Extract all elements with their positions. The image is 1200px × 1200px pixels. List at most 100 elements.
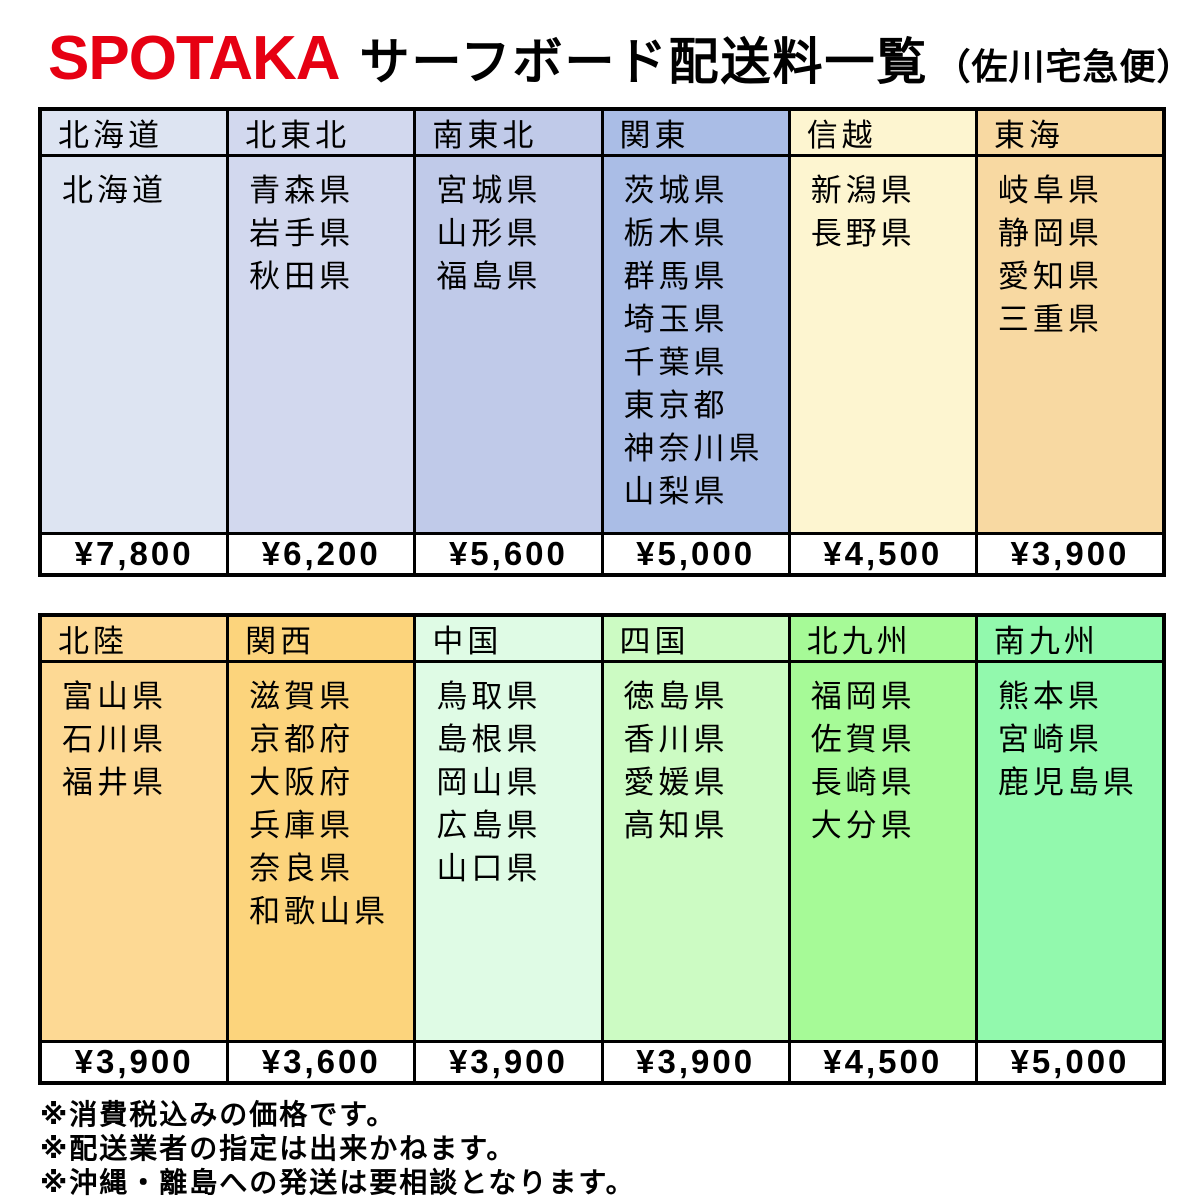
prefecture-list: 鳥取県島根県岡山県広島県山口県 <box>416 663 601 1040</box>
region-header: 中国 <box>416 617 601 663</box>
region-header: 北東北 <box>229 111 414 157</box>
prefecture-item: 愛知県 <box>997 259 1103 294</box>
region-table-east-japan: 北海道 北海道 ¥7,800 北東北 青森県 岩手県 秋田県 ¥6,200 南東北 宮城県 山形県福… <box>38 107 1166 577</box>
prefecture-item: 山形県 <box>436 216 542 251</box>
price-cell: ¥4,500 <box>790 532 975 573</box>
prefecture-list: 新潟県 長野県 <box>790 157 975 532</box>
prefecture-item: 鳥取県 <box>436 679 542 714</box>
prefecture-item: 佐賀県 <box>810 722 916 757</box>
prefecture-item: 徳島県 <box>623 679 729 714</box>
region-column: 南東北 宮城県 山形県 福島県 ¥5,600 <box>413 111 601 573</box>
region-header: 北九州 <box>790 617 975 663</box>
price-cell: ¥7,800 <box>42 532 227 573</box>
prefecture-item: 茨城県 <box>623 173 729 208</box>
region-column: 南九州 熊本県 宮崎県 鹿児島県 ¥5,000 <box>974 617 1163 1081</box>
region-column: 北東北 青森県 岩手県 秋田県 ¥6,200 <box>226 111 414 573</box>
prefecture-item: 熊本県 <box>997 679 1103 714</box>
prefecture-item: 島根県 <box>436 722 542 757</box>
prefecture-list: 富山県 石川県 福井県 <box>42 663 227 1040</box>
prefecture-item: 和歌山県 <box>249 894 390 929</box>
prefecture-item: 栃木県 <box>623 216 729 251</box>
prefecture-list: 青森県 岩手県 秋田県 <box>229 157 414 532</box>
price-cell: ¥4,500 <box>790 1040 975 1081</box>
title-text: サーフボード配送料一覧 <box>359 34 929 90</box>
prefecture-item: 福岡県 <box>810 679 916 714</box>
prefecture-list: 岐阜県静岡県愛知県三重県 <box>977 157 1163 532</box>
price-cell: ¥3,900 <box>416 1040 601 1081</box>
price-cell: ¥3,900 <box>603 1040 788 1081</box>
price-cell: ¥5,600 <box>416 532 601 573</box>
prefecture-item: 富山県 <box>62 679 167 714</box>
prefecture-list: 徳島県香川県愛媛県高知県 <box>603 663 788 1040</box>
spotaka-logo: SPOTAKA <box>48 24 341 93</box>
prefecture-item: 高知県 <box>623 808 729 843</box>
prefecture-item: 福井県 <box>62 765 167 800</box>
prefecture-item: 鹿児島県 <box>997 765 1138 800</box>
region-header: 関西 <box>229 617 414 663</box>
prefecture-item: 北海道 <box>62 173 167 208</box>
prefecture-item: 石川県 <box>62 722 167 757</box>
prefecture-item: 長野県 <box>810 216 916 251</box>
note-line: ※沖縄・離島への発送は要相談となります。 <box>40 1167 636 1198</box>
prefecture-item: 群馬県 <box>623 259 729 294</box>
note-line: ※消費税込みの価格です。 <box>40 1099 397 1130</box>
prefecture-item: 福島県 <box>436 259 542 294</box>
region-header: 関東 <box>603 111 788 157</box>
prefecture-item: 岡山県 <box>436 765 542 800</box>
prefecture-item: 青森県 <box>249 173 355 208</box>
footnotes: ※消費税込みの価格です。 ※配送業者の指定は出来かねます。 ※沖縄・離島への発送… <box>40 1098 636 1200</box>
prefecture-list: 北海道 <box>42 157 227 532</box>
price-cell: ¥6,200 <box>229 532 414 573</box>
prefecture-item: 大分県 <box>810 808 916 843</box>
price-cell: ¥3,900 <box>977 532 1163 573</box>
region-header: 信越 <box>790 111 975 157</box>
prefecture-item: 奈良県 <box>249 851 355 886</box>
region-column: 東海 岐阜県 静岡県 愛知県 三重県 ¥3,900 <box>974 111 1163 573</box>
region-column: 中国 鳥取県 島根県 岡山県 広島県 山口県 ¥3,900 <box>413 617 601 1081</box>
prefecture-list: 熊本県宮崎県鹿児島県 <box>977 663 1163 1040</box>
prefecture-list: 宮城県 山形県 福島県 <box>416 157 601 532</box>
price-cell: ¥5,000 <box>977 1040 1163 1081</box>
prefecture-list: 茨城県栃木県群馬県埼玉県千葉県東京都神奈川県山梨県 <box>603 157 788 532</box>
page-title: SPOTAKA サーフボード配送料一覧 （佐川宅急便） <box>48 22 1193 94</box>
region-header: 東海 <box>977 111 1163 157</box>
region-column: 北九州 福岡県 佐賀県 長崎県 大分県 ¥4,500 <box>787 617 975 1081</box>
price-cell: ¥5,000 <box>603 532 788 573</box>
prefecture-item: 長崎県 <box>810 765 916 800</box>
prefecture-item: 山梨県 <box>623 474 729 509</box>
region-column: 関東 茨城県 栃木県 群馬県 埼玉県 千葉県 東京都 神奈川県 山梨県 ¥5,000 <box>600 111 788 573</box>
prefecture-item: 京都府 <box>249 722 355 757</box>
prefecture-item: 神奈川県 <box>623 431 764 466</box>
prefecture-list: 滋賀県京都府大阪府兵庫県奈良県和歌山県 <box>229 663 414 1040</box>
prefecture-item: 岐阜県 <box>997 173 1103 208</box>
region-header: 北海道 <box>42 111 227 157</box>
prefecture-item: 埼玉県 <box>623 302 729 337</box>
note-line: ※配送業者の指定は出来かねます。 <box>40 1133 517 1164</box>
region-column: 北海道 北海道 ¥7,800 <box>42 111 227 573</box>
price-cell: ¥3,600 <box>229 1040 414 1081</box>
region-header: 南九州 <box>977 617 1163 663</box>
region-table-west-japan: 北陸 富山県 石川県 福井県 ¥3,900 関西 滋賀県 京都府 大阪府 兵庫県 奈良県 和歌山県 ¥3… <box>38 613 1166 1085</box>
prefecture-item: 兵庫県 <box>249 808 355 843</box>
prefecture-item: 三重県 <box>997 302 1103 337</box>
prefecture-item: 宮崎県 <box>997 722 1103 757</box>
prefecture-item: 宮城県 <box>436 173 542 208</box>
prefecture-item: 大阪府 <box>249 765 355 800</box>
price-cell: ¥3,900 <box>42 1040 227 1081</box>
prefecture-item: 秋田県 <box>249 259 355 294</box>
prefecture-item: 岩手県 <box>249 216 355 251</box>
prefecture-item: 東京都 <box>623 388 729 423</box>
title-carrier-suffix: （佐川宅急便） <box>934 46 1194 87</box>
prefecture-list: 福岡県佐賀県長崎県大分県 <box>790 663 975 1040</box>
prefecture-item: 山口県 <box>436 851 542 886</box>
region-column: 関西 滋賀県 京都府 大阪府 兵庫県 奈良県 和歌山県 ¥3,600 <box>226 617 414 1081</box>
prefecture-item: 千葉県 <box>623 345 729 380</box>
prefecture-item: 広島県 <box>436 808 542 843</box>
region-column: 北陸 富山県 石川県 福井県 ¥3,900 <box>42 617 227 1081</box>
prefecture-item: 香川県 <box>623 722 729 757</box>
prefecture-item: 滋賀県 <box>249 679 355 714</box>
region-header: 北陸 <box>42 617 227 663</box>
prefecture-item: 静岡県 <box>997 216 1103 251</box>
prefecture-item: 愛媛県 <box>623 765 729 800</box>
